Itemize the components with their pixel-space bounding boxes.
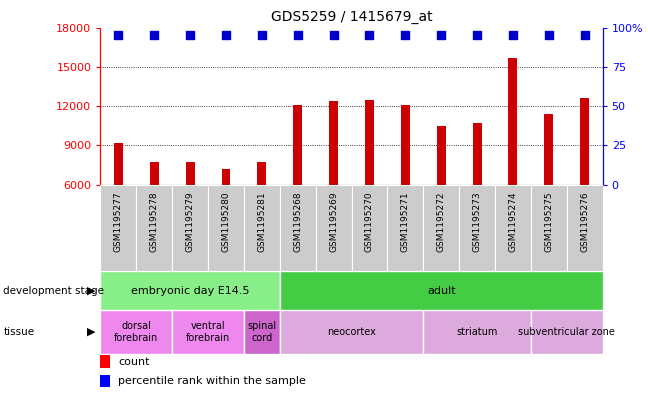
Bar [280,310,423,354]
Bar [423,310,531,354]
Bar [257,162,266,185]
Point [185,31,195,38]
Text: neocortex: neocortex [327,327,376,337]
Point [329,31,339,38]
Bar [100,375,110,387]
Text: adult: adult [427,286,456,296]
Text: count: count [118,357,150,367]
Text: ventral
forebrain: ventral forebrain [186,321,230,343]
Text: tissue: tissue [3,327,34,337]
Bar [172,185,208,271]
Bar [114,143,123,185]
Text: GSM1195271: GSM1195271 [401,192,410,252]
Text: GSM1195272: GSM1195272 [437,192,446,252]
Text: GSM1195273: GSM1195273 [472,192,481,252]
Text: GSM1195276: GSM1195276 [580,192,589,252]
Bar [580,98,589,185]
Point [149,31,159,38]
Bar [531,310,603,354]
Point [364,31,375,38]
Text: dorsal
forebrain: dorsal forebrain [114,321,159,343]
Text: development stage: development stage [3,286,104,296]
Bar [509,58,518,185]
Bar [244,185,280,271]
Text: striatum: striatum [456,327,498,337]
Text: GSM1195280: GSM1195280 [222,192,231,252]
Bar [531,185,567,271]
Point [221,31,231,38]
Bar [185,162,194,185]
Bar [329,101,338,185]
Bar [172,310,244,354]
Bar [423,185,459,271]
Text: GSM1195278: GSM1195278 [150,192,159,252]
Title: GDS5259 / 1415679_at: GDS5259 / 1415679_at [271,10,432,24]
Text: GSM1195268: GSM1195268 [294,192,302,252]
Bar [136,185,172,271]
Text: GSM1195270: GSM1195270 [365,192,374,252]
Bar [294,105,302,185]
Bar [365,99,374,185]
Point [472,31,482,38]
Point [544,31,554,38]
Text: ▶: ▶ [87,327,96,337]
Bar [544,114,553,185]
Bar [208,185,244,271]
Bar [401,105,410,185]
Bar [437,126,446,185]
Bar [100,271,280,310]
Text: GSM1195275: GSM1195275 [544,192,553,252]
Bar [100,355,110,368]
Point [436,31,446,38]
Point [579,31,590,38]
Bar [280,185,316,271]
Text: ▶: ▶ [87,286,96,296]
Text: GSM1195274: GSM1195274 [509,192,518,252]
Bar [222,169,231,185]
Bar [459,185,495,271]
Point [113,31,124,38]
Bar [351,185,388,271]
Bar [495,185,531,271]
Bar [388,185,423,271]
Bar [244,310,280,354]
Text: GSM1195279: GSM1195279 [185,192,194,252]
Bar [100,310,172,354]
Text: GSM1195269: GSM1195269 [329,192,338,252]
Bar [280,271,603,310]
Bar [567,185,603,271]
Point [508,31,518,38]
Bar [100,185,136,271]
Bar [316,185,351,271]
Bar [150,162,159,185]
Text: spinal
cord: spinal cord [248,321,277,343]
Point [257,31,267,38]
Bar [472,123,481,185]
Text: GSM1195281: GSM1195281 [257,192,266,252]
Text: embryonic day E14.5: embryonic day E14.5 [131,286,249,296]
Point [292,31,303,38]
Point [400,31,411,38]
Text: subventricular zone: subventricular zone [518,327,615,337]
Text: GSM1195277: GSM1195277 [114,192,123,252]
Text: percentile rank within the sample: percentile rank within the sample [118,376,306,386]
